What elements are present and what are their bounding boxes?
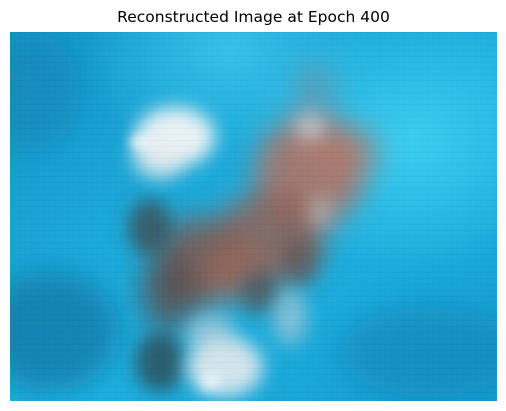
- reconstructed-image: [10, 32, 497, 401]
- grid-texture: [10, 32, 497, 401]
- reconstructed-image-canvas: [10, 32, 497, 401]
- plot-title: Reconstructed Image at Epoch 400: [117, 8, 390, 26]
